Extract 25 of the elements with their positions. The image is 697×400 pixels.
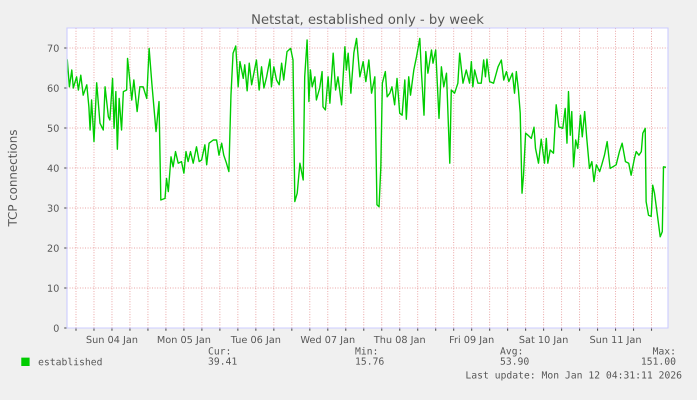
x-tick-label: Wed 07 Jan [300,336,354,345]
y-tick-label: 10 [48,284,59,292]
text: Last update: Mon Jan 12 04:31:11 2026 [466,371,682,380]
x-tick-label: Fri 09 Jan [450,336,494,345]
y-axis-title: TCP connections [8,130,17,226]
x-tick-label: Sun 11 Jan [590,336,641,345]
y-tick-label: 30 [48,204,59,212]
legend-label: established [38,358,102,366]
y-tick-label: 40 [47,164,59,172]
y-tick-label: 70 [48,44,59,52]
x-tick-label: Thu 08 Jan [374,336,425,345]
line-series [67,38,666,238]
text: Cur: 39.41 [208,347,237,365]
chart-title: Netstat, established only - by week [252,14,484,27]
x-tick-label: Mon 05 Jan [158,336,210,345]
x-tick-label: Sat 10 Jan [520,336,568,345]
text: Avg: 53.90 [500,347,529,365]
text: Max: 151.00 [642,347,676,365]
x-tick-label: Sun 04 Jan [86,336,138,345]
text: Min: 15.76 [355,347,384,365]
y-tick-label: 20 [48,244,59,252]
y-tick-label: 0 [54,324,59,332]
y-tick-label: 50 [48,124,59,132]
y-tick-label: 60 [48,84,59,92]
x-tick-label: Tue 06 Jan [230,336,280,345]
